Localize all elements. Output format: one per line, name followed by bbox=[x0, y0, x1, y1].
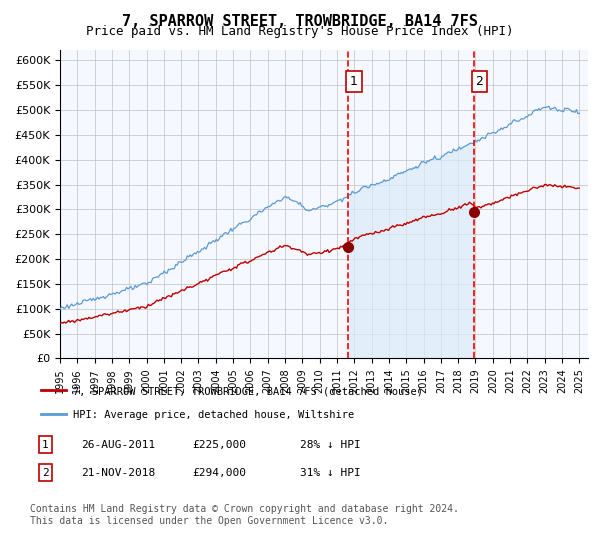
Text: Price paid vs. HM Land Registry's House Price Index (HPI): Price paid vs. HM Land Registry's House … bbox=[86, 25, 514, 38]
Text: 7, SPARROW STREET, TROWBRIDGE, BA14 7FS: 7, SPARROW STREET, TROWBRIDGE, BA14 7FS bbox=[122, 14, 478, 29]
Text: 31% ↓ HPI: 31% ↓ HPI bbox=[300, 468, 361, 478]
Text: 1: 1 bbox=[42, 440, 49, 450]
Text: 28% ↓ HPI: 28% ↓ HPI bbox=[300, 440, 361, 450]
Text: 21-NOV-2018: 21-NOV-2018 bbox=[81, 468, 155, 478]
Text: HPI: Average price, detached house, Wiltshire: HPI: Average price, detached house, Wilt… bbox=[73, 409, 355, 419]
Text: 26-AUG-2011: 26-AUG-2011 bbox=[81, 440, 155, 450]
Text: 1: 1 bbox=[350, 75, 358, 88]
Text: £294,000: £294,000 bbox=[192, 468, 246, 478]
Text: £225,000: £225,000 bbox=[192, 440, 246, 450]
Text: 2: 2 bbox=[475, 75, 484, 88]
Text: Contains HM Land Registry data © Crown copyright and database right 2024.
This d: Contains HM Land Registry data © Crown c… bbox=[30, 504, 459, 526]
Text: 7, SPARROW STREET, TROWBRIDGE, BA14 7FS (detached house): 7, SPARROW STREET, TROWBRIDGE, BA14 7FS … bbox=[73, 386, 423, 396]
Text: 2: 2 bbox=[42, 468, 49, 478]
